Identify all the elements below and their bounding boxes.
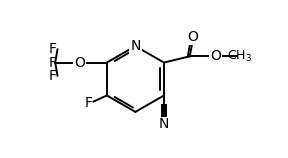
Text: CH$_3$: CH$_3$ <box>228 49 253 64</box>
Text: F: F <box>48 42 56 56</box>
Text: N: N <box>130 39 141 53</box>
Text: O: O <box>74 56 85 70</box>
Text: O: O <box>187 30 198 45</box>
Text: F: F <box>48 56 56 70</box>
Text: N: N <box>159 117 169 131</box>
Text: F: F <box>48 69 56 83</box>
Text: O: O <box>210 49 221 63</box>
Text: F: F <box>84 96 92 110</box>
